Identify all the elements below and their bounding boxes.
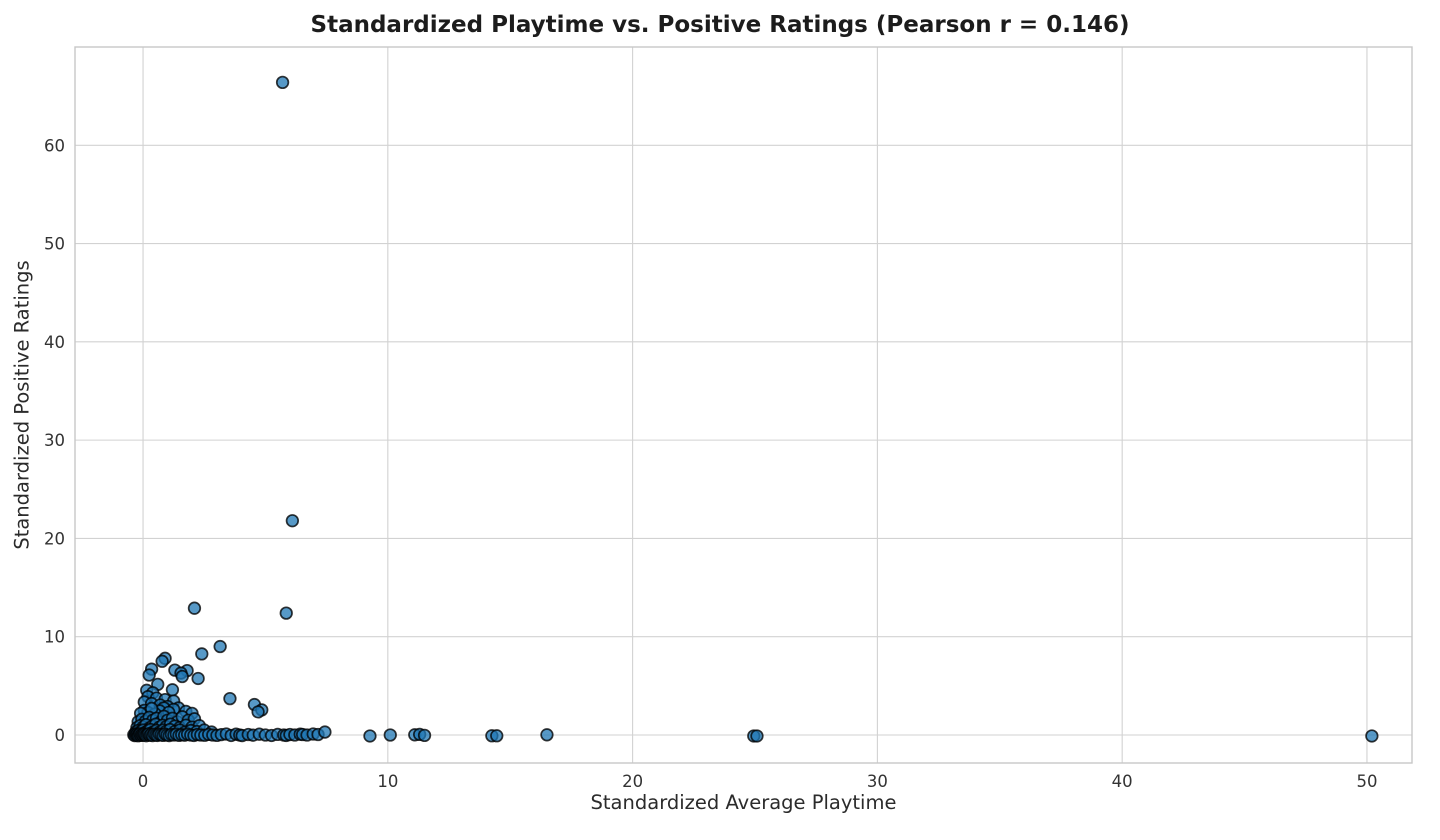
data-point — [383, 728, 397, 742]
y-tick-label: 30 — [44, 431, 65, 450]
data-point — [142, 668, 156, 682]
data-point — [251, 705, 265, 719]
x-tick-label: 0 — [138, 772, 149, 791]
x-tick-label: 50 — [1356, 772, 1377, 791]
y-tick-label: 60 — [44, 136, 65, 155]
y-tick-label: 0 — [55, 726, 66, 745]
x-tick-label: 30 — [867, 772, 888, 791]
chart-title: Standardized Playtime vs. Positive Ratin… — [310, 12, 1130, 38]
y-axis-label: Standardized Positive Ratings — [10, 260, 34, 550]
x-axis-label: Standardized Average Playtime — [590, 791, 897, 814]
data-point — [187, 601, 202, 615]
y-tick-label: 50 — [44, 235, 65, 254]
data-point — [750, 729, 764, 743]
data-point — [175, 669, 189, 684]
y-tick-label: 20 — [44, 529, 65, 548]
data-point — [279, 606, 293, 620]
data-point — [318, 725, 332, 739]
y-tick-label: 10 — [44, 628, 65, 647]
data-point — [285, 514, 300, 528]
data-point — [540, 728, 554, 742]
x-tick-label: 10 — [377, 772, 398, 791]
plot-frame — [74, 46, 1413, 764]
data-point — [155, 654, 169, 668]
data-point — [275, 75, 290, 90]
x-tick-label: 20 — [622, 772, 643, 791]
data-point — [363, 729, 377, 743]
data-point — [191, 671, 205, 686]
data-point — [417, 728, 432, 743]
data-point — [1365, 729, 1379, 743]
data-point — [213, 639, 227, 654]
y-tick-label: 40 — [44, 333, 65, 352]
data-point — [223, 691, 237, 706]
data-point — [490, 729, 504, 743]
x-tick-label: 40 — [1112, 772, 1133, 791]
data-point — [195, 647, 209, 661]
